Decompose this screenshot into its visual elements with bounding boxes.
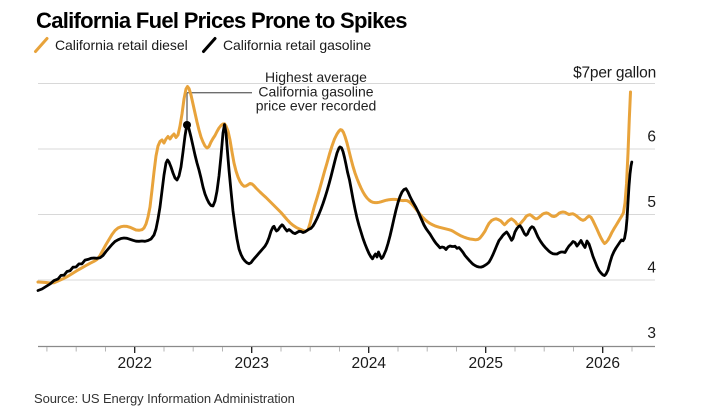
svg-text:California retail gasoline: California retail gasoline xyxy=(223,37,371,53)
svg-text:5: 5 xyxy=(647,194,656,211)
svg-text:2025: 2025 xyxy=(468,355,502,372)
svg-text:4: 4 xyxy=(647,260,656,277)
svg-text:price ever recorded: price ever recorded xyxy=(256,98,377,114)
svg-text:2024: 2024 xyxy=(351,355,386,372)
svg-text:2023: 2023 xyxy=(234,355,268,372)
svg-text:California gasoline: California gasoline xyxy=(258,84,373,100)
svg-text:6: 6 xyxy=(647,129,656,146)
svg-text:Source: US Energy Information: Source: US Energy Information Administra… xyxy=(34,391,295,406)
svg-text:3: 3 xyxy=(647,325,656,342)
svg-text:California retail diesel: California retail diesel xyxy=(55,37,188,53)
svg-text:$7per gallon: $7per gallon xyxy=(573,65,656,82)
svg-text:California Fuel Prices Prone t: California Fuel Prices Prone to Spikes xyxy=(36,8,407,33)
svg-text:2022: 2022 xyxy=(117,355,151,372)
svg-text:Highest average: Highest average xyxy=(265,69,367,85)
svg-text:2026: 2026 xyxy=(585,355,619,372)
